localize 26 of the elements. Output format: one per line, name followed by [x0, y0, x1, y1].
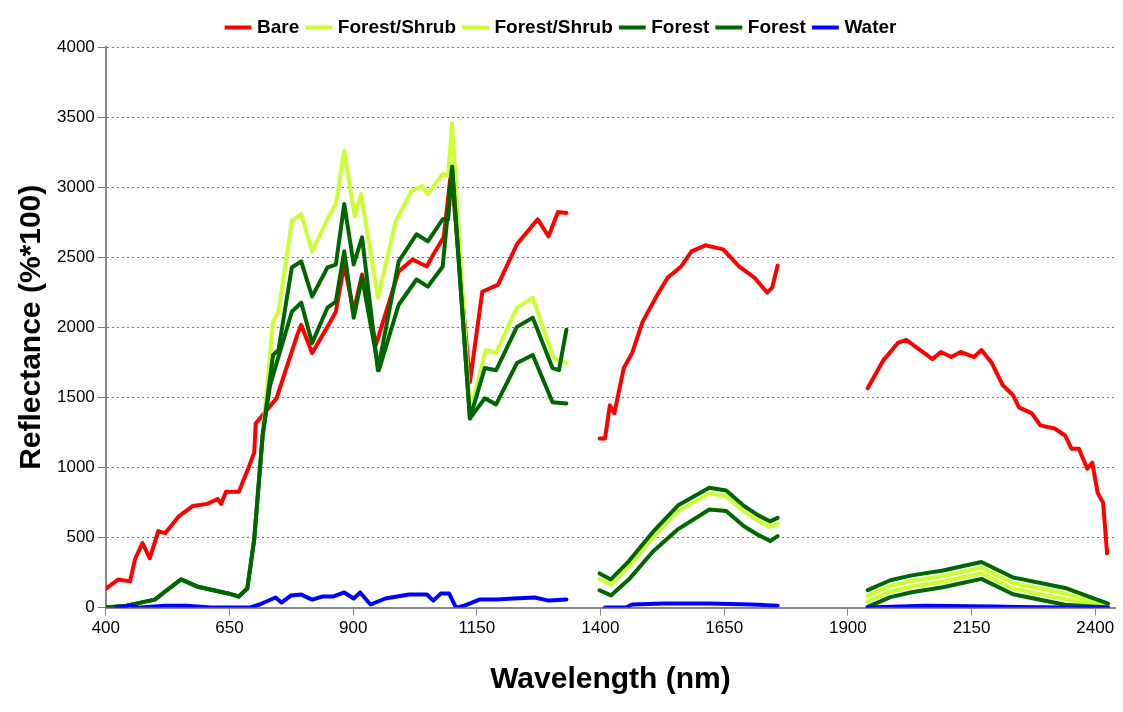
x-tick-label: 650: [215, 618, 244, 638]
x-tick-label: 2150: [952, 618, 991, 638]
x-tick-label: 1150: [458, 618, 496, 638]
x-tick-label: 1650: [705, 618, 744, 638]
y-tick-label: 0: [85, 597, 95, 617]
y-tick-label: 3500: [56, 106, 95, 126]
legend-label: Forest/Shrub: [337, 15, 457, 37]
x-tick-label: 400: [91, 618, 121, 638]
legend-label: Bare: [257, 15, 300, 37]
y-axis-title: Reflectance (%*100): [13, 184, 47, 470]
legend-label: Forest: [651, 15, 710, 37]
y-tick-label: 1000: [56, 457, 95, 477]
legend-label: Water: [844, 15, 898, 37]
y-tick-label: 1500: [56, 387, 95, 407]
y-tick-label: 3000: [56, 176, 95, 196]
legend-label: Forest/Shrub: [494, 15, 613, 37]
x-tick-label: 1400: [581, 618, 620, 638]
y-tick-label: 2500: [56, 246, 95, 266]
y-tick-label: 4000: [56, 36, 95, 56]
y-tick-label: 500: [66, 527, 95, 547]
y-tick-label: 2000: [56, 316, 95, 336]
x-axis-title: Wavelength (nm): [490, 661, 731, 695]
legend-label: Forest: [747, 15, 807, 37]
x-tick-label: 900: [338, 618, 368, 638]
x-tick-label: 2400: [1076, 618, 1115, 638]
x-tick-label: 1900: [828, 618, 867, 638]
